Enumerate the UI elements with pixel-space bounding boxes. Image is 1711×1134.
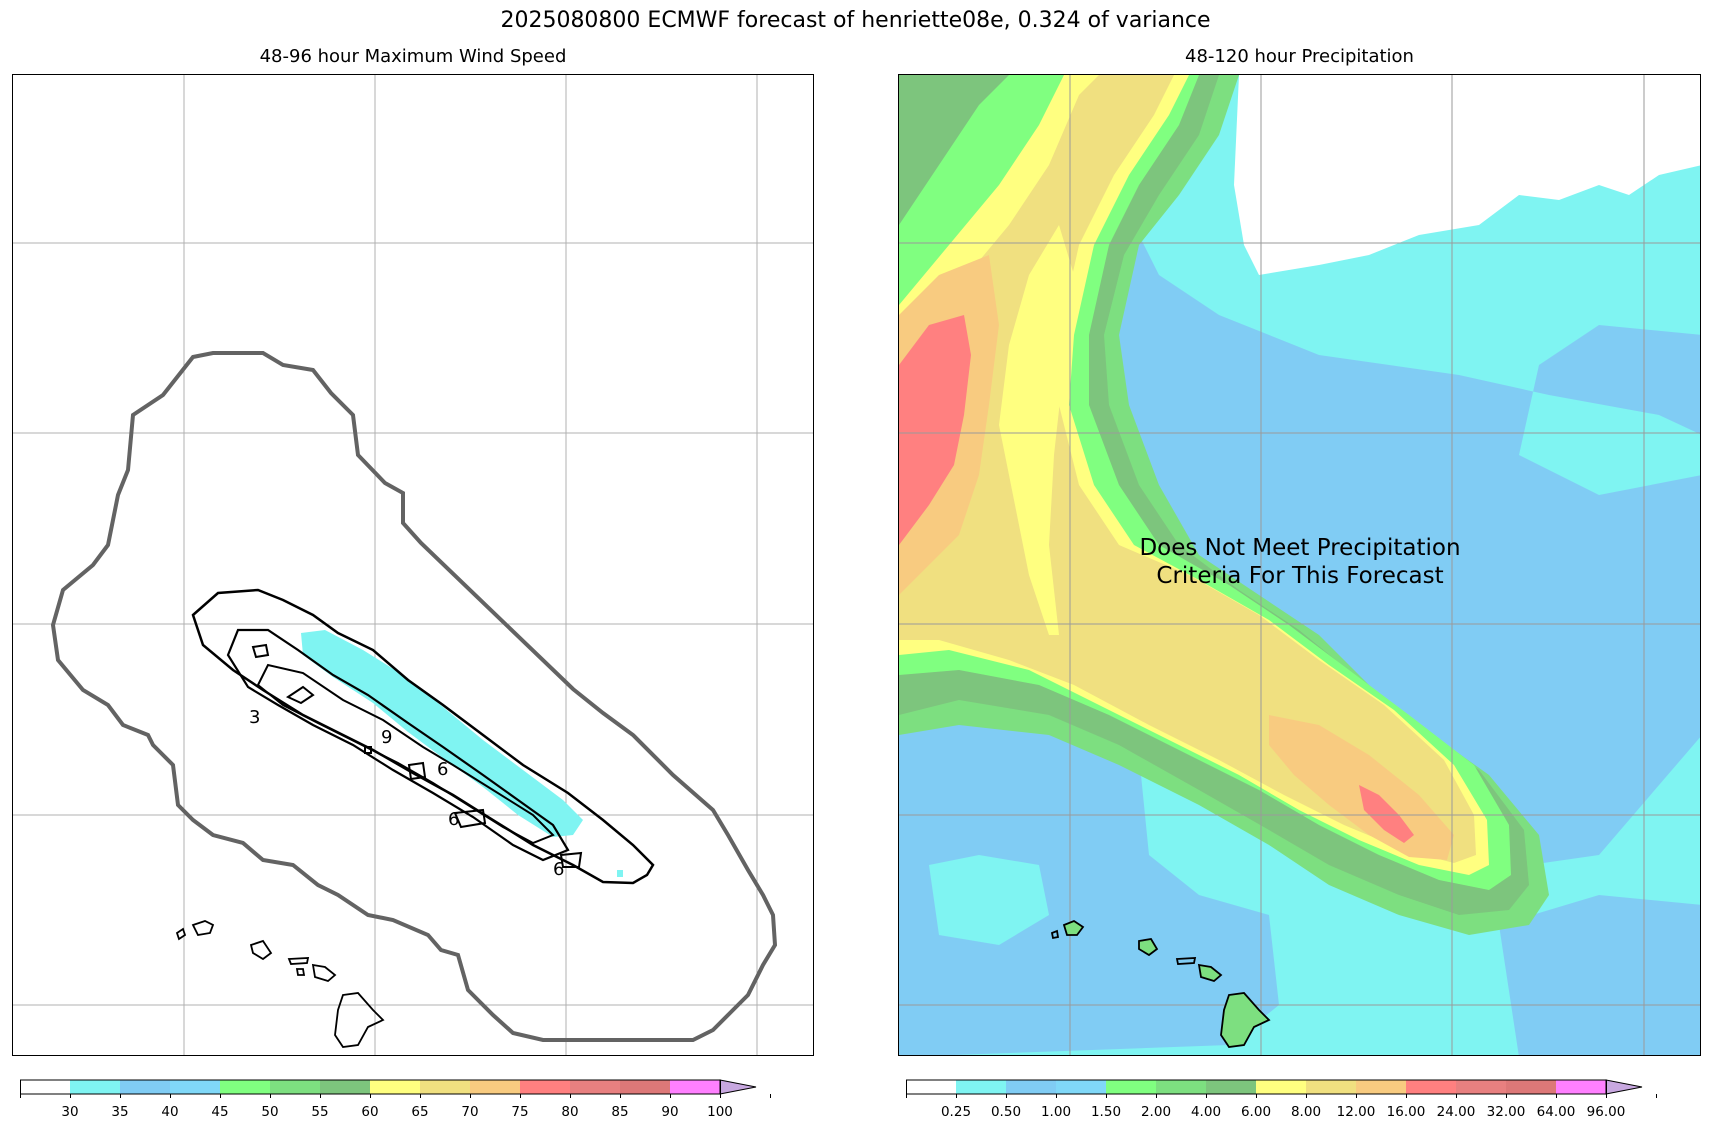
wind-map: 3 9 6 6 6 (13, 75, 813, 1055)
colorbar-segment (1356, 1080, 1406, 1094)
colorbar-tick-label: 4.00 (1190, 1104, 1222, 1120)
colorbar-extend-arrow (1605, 1079, 1643, 1095)
colorbar-tick-label: 50 (261, 1104, 279, 1120)
contour-label: 3 (249, 707, 260, 728)
colorbar-tick-label: 80 (561, 1104, 579, 1120)
colorbar-tick-label: 24.00 (1436, 1104, 1476, 1120)
colorbar-tick-label: 40 (161, 1104, 179, 1120)
colorbar-tick-label: 1.00 (1040, 1104, 1072, 1120)
colorbar-segment (1306, 1080, 1356, 1094)
colorbar-segment (1506, 1080, 1556, 1094)
colorbar-segment (170, 1080, 220, 1094)
wind-contour-6 (226, 628, 570, 862)
contour-label: 9 (381, 727, 392, 748)
hawaii-islands (175, 920, 385, 1048)
colorbar-tick-label: 12.00 (1336, 1104, 1376, 1120)
colorbar-segment (670, 1080, 720, 1094)
wind-colorbar-ticks: 30 35 40 45 50 55 60 65 70 75 80 85 90 100 (20, 1104, 810, 1124)
precip-map (899, 75, 1700, 1055)
colorbar-segment (1056, 1080, 1106, 1094)
wind-gridlines (13, 75, 813, 1055)
contour-label: 6 (448, 809, 459, 830)
wind-30kt-shading (301, 630, 583, 837)
colorbar-segment (1156, 1080, 1206, 1094)
colorbar-tick-label: 85 (611, 1104, 629, 1120)
colorbar-tick-label: 65 (411, 1104, 429, 1120)
colorbar-tick-label: 2.00 (1140, 1104, 1172, 1120)
colorbar-segment (220, 1080, 270, 1094)
colorbar-segment (1256, 1080, 1306, 1094)
colorbar-tick-label: 6.00 (1240, 1104, 1272, 1120)
precip-panel-title: 48-120 hour Precipitation (1185, 46, 1414, 67)
colorbar-tick-label: 45 (211, 1104, 229, 1120)
colorbar-segment (1006, 1080, 1056, 1094)
colorbar-tick-label: 32.00 (1486, 1104, 1526, 1120)
colorbar-tick-label: 96.00 (1586, 1104, 1626, 1120)
colorbar-segment (320, 1080, 370, 1094)
colorbar-extend-arrow (719, 1079, 757, 1095)
colorbar-segment (70, 1080, 120, 1094)
colorbar-segment (370, 1080, 420, 1094)
colorbar-tick-label: 70 (461, 1104, 479, 1120)
colorbar-tick-label: 60 (361, 1104, 379, 1120)
colorbar-segment (906, 1080, 956, 1094)
precip-colorbar-ticks: 0.25 0.50 1.00 1.50 2.00 4.00 6.00 8.00 12.00 16.… (906, 1104, 1696, 1124)
colorbar-segment (620, 1080, 670, 1094)
colorbar-segment (1406, 1080, 1456, 1094)
hawaii-islands (1050, 919, 1271, 1048)
precip-colorbar (906, 1079, 1657, 1098)
colorbar-tick-label: 90 (661, 1104, 679, 1120)
contour-label: 6 (437, 759, 448, 780)
wind-map-panel: 3 9 6 6 6 (12, 74, 814, 1056)
colorbar-segment (420, 1080, 470, 1094)
colorbar-segment (1556, 1080, 1606, 1094)
colorbar-tick-label: 35 (111, 1104, 129, 1120)
colorbar-segment (20, 1080, 70, 1094)
colorbar-segment (1456, 1080, 1506, 1094)
precip-criteria-message: Does Not Meet Precipitation Criteria For… (1100, 534, 1500, 590)
colorbar-segment (1206, 1080, 1256, 1094)
colorbar-segment (520, 1080, 570, 1094)
colorbar-segment (470, 1080, 520, 1094)
precip-message-line2: Criteria For This Forecast (1156, 563, 1444, 589)
precip-gridlines (899, 75, 1700, 1055)
colorbar-tick-label: 100 (707, 1104, 733, 1120)
colorbar-tick-label: 1.50 (1090, 1104, 1122, 1120)
colorbar-segment (956, 1080, 1006, 1094)
colorbar-tick-label: 0.25 (940, 1104, 972, 1120)
no-precip-area (1234, 75, 1700, 275)
precip-message-line1: Does Not Meet Precipitation (1139, 535, 1461, 561)
colorbar-tick-label: 64.00 (1536, 1104, 1576, 1120)
precip-map-panel (898, 74, 1701, 1056)
wind-colorbar (20, 1079, 771, 1098)
colorbar-tick-label: 55 (311, 1104, 329, 1120)
colorbar-tick-label: 30 (61, 1104, 79, 1120)
colorbar-tick-label: 8.00 (1290, 1104, 1322, 1120)
colorbar-tick-label: 16.00 (1386, 1104, 1426, 1120)
wind-panel-title: 48-96 hour Maximum Wind Speed (259, 46, 567, 67)
colorbar-tick-label: 75 (511, 1104, 529, 1120)
colorbar-tick-label: 0.50 (990, 1104, 1022, 1120)
colorbar-segment (1106, 1080, 1156, 1094)
contour-label: 6 (553, 859, 564, 880)
figure-title: 2025080800 ECMWF forecast of henriette08… (500, 8, 1211, 33)
colorbar-segment (570, 1080, 620, 1094)
forecast-envelope (50, 351, 778, 1042)
colorbar-segment (120, 1080, 170, 1094)
colorbar-segment (270, 1080, 320, 1094)
